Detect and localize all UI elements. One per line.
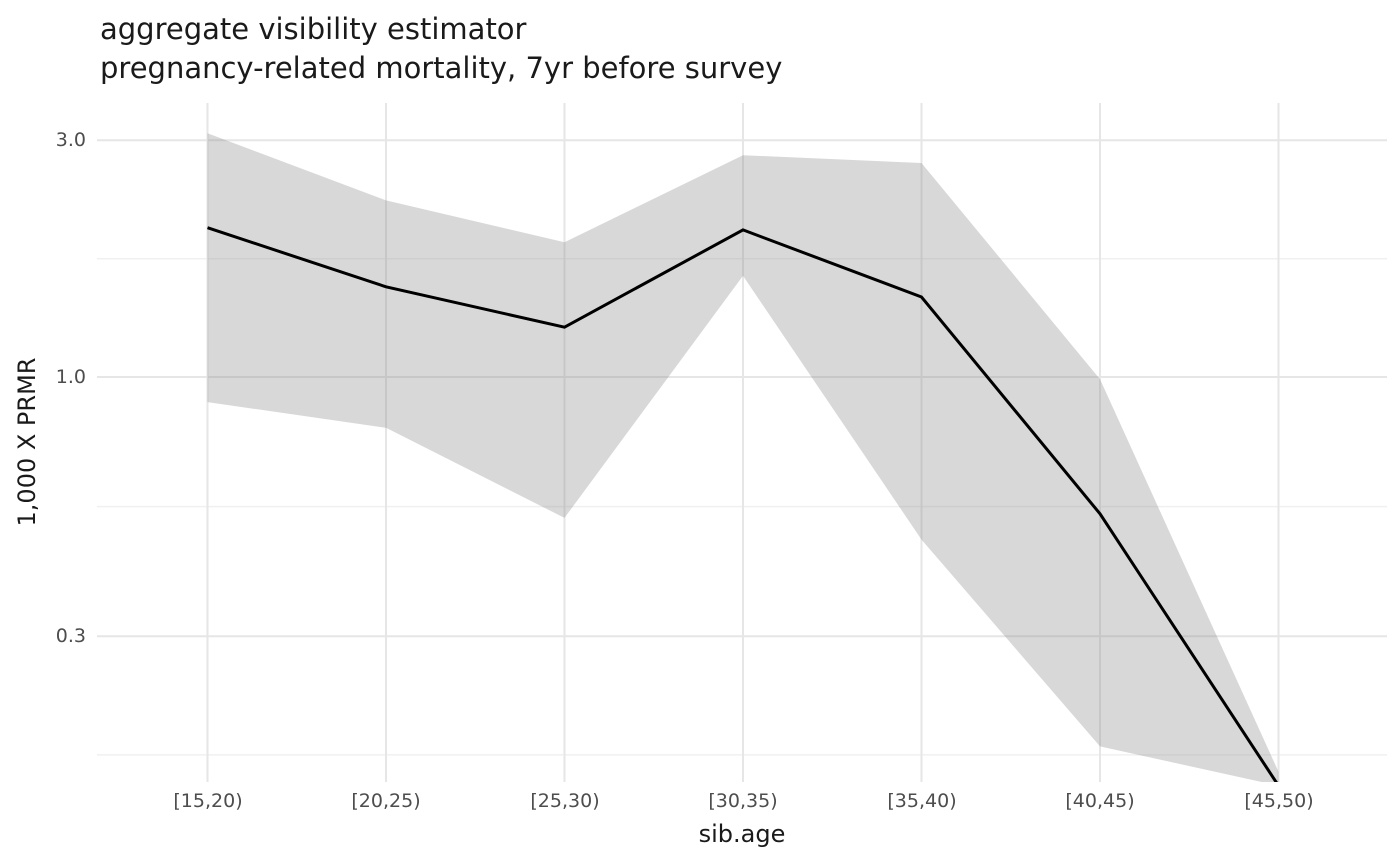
x-tick-label: [35,40) — [887, 790, 957, 812]
x-axis-tick-labels: [15,20) [20,25) [25,30) [30,35) [35,40) [40,4… — [97, 790, 1387, 816]
x-tick-label: [25,30) — [530, 790, 600, 812]
x-tick-label: [40,45) — [1065, 790, 1135, 812]
x-tick-label: [15,20) — [173, 790, 243, 812]
x-tick-label: [30,35) — [708, 790, 778, 812]
x-tick-label: [45,50) — [1244, 790, 1314, 812]
y-tick-label: 1.0 — [55, 366, 86, 388]
y-tick-label: 0.3 — [55, 625, 86, 647]
x-axis-title: sib.age — [698, 820, 786, 848]
confidence-ribbon — [207, 133, 1279, 782]
x-tick-label: [20,25) — [351, 790, 421, 812]
plot-title: aggregate visibility estimator — [100, 12, 527, 46]
title-block: aggregate visibility estimator pregnancy… — [100, 10, 782, 88]
plot-subtitle: pregnancy-related mortality, 7yr before … — [100, 51, 783, 85]
estimate-line — [207, 226, 1278, 782]
y-tick-label: 3.0 — [55, 129, 86, 151]
y-axis-tick-labels: 3.0 1.0 0.3 — [20, 103, 86, 782]
chart-panel — [97, 103, 1387, 782]
y-axis-title: 1,000 X PRMR — [13, 357, 41, 527]
